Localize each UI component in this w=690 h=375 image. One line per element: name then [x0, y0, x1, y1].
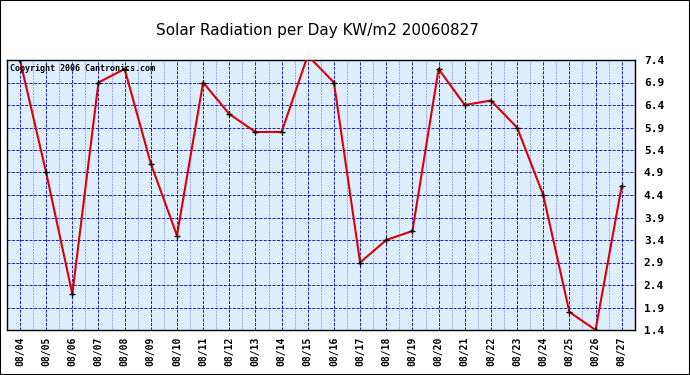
Text: Solar Radiation per Day KW/m2 20060827: Solar Radiation per Day KW/m2 20060827	[156, 22, 479, 38]
Text: Copyright 2006 Cantronics.com: Copyright 2006 Cantronics.com	[10, 64, 155, 73]
